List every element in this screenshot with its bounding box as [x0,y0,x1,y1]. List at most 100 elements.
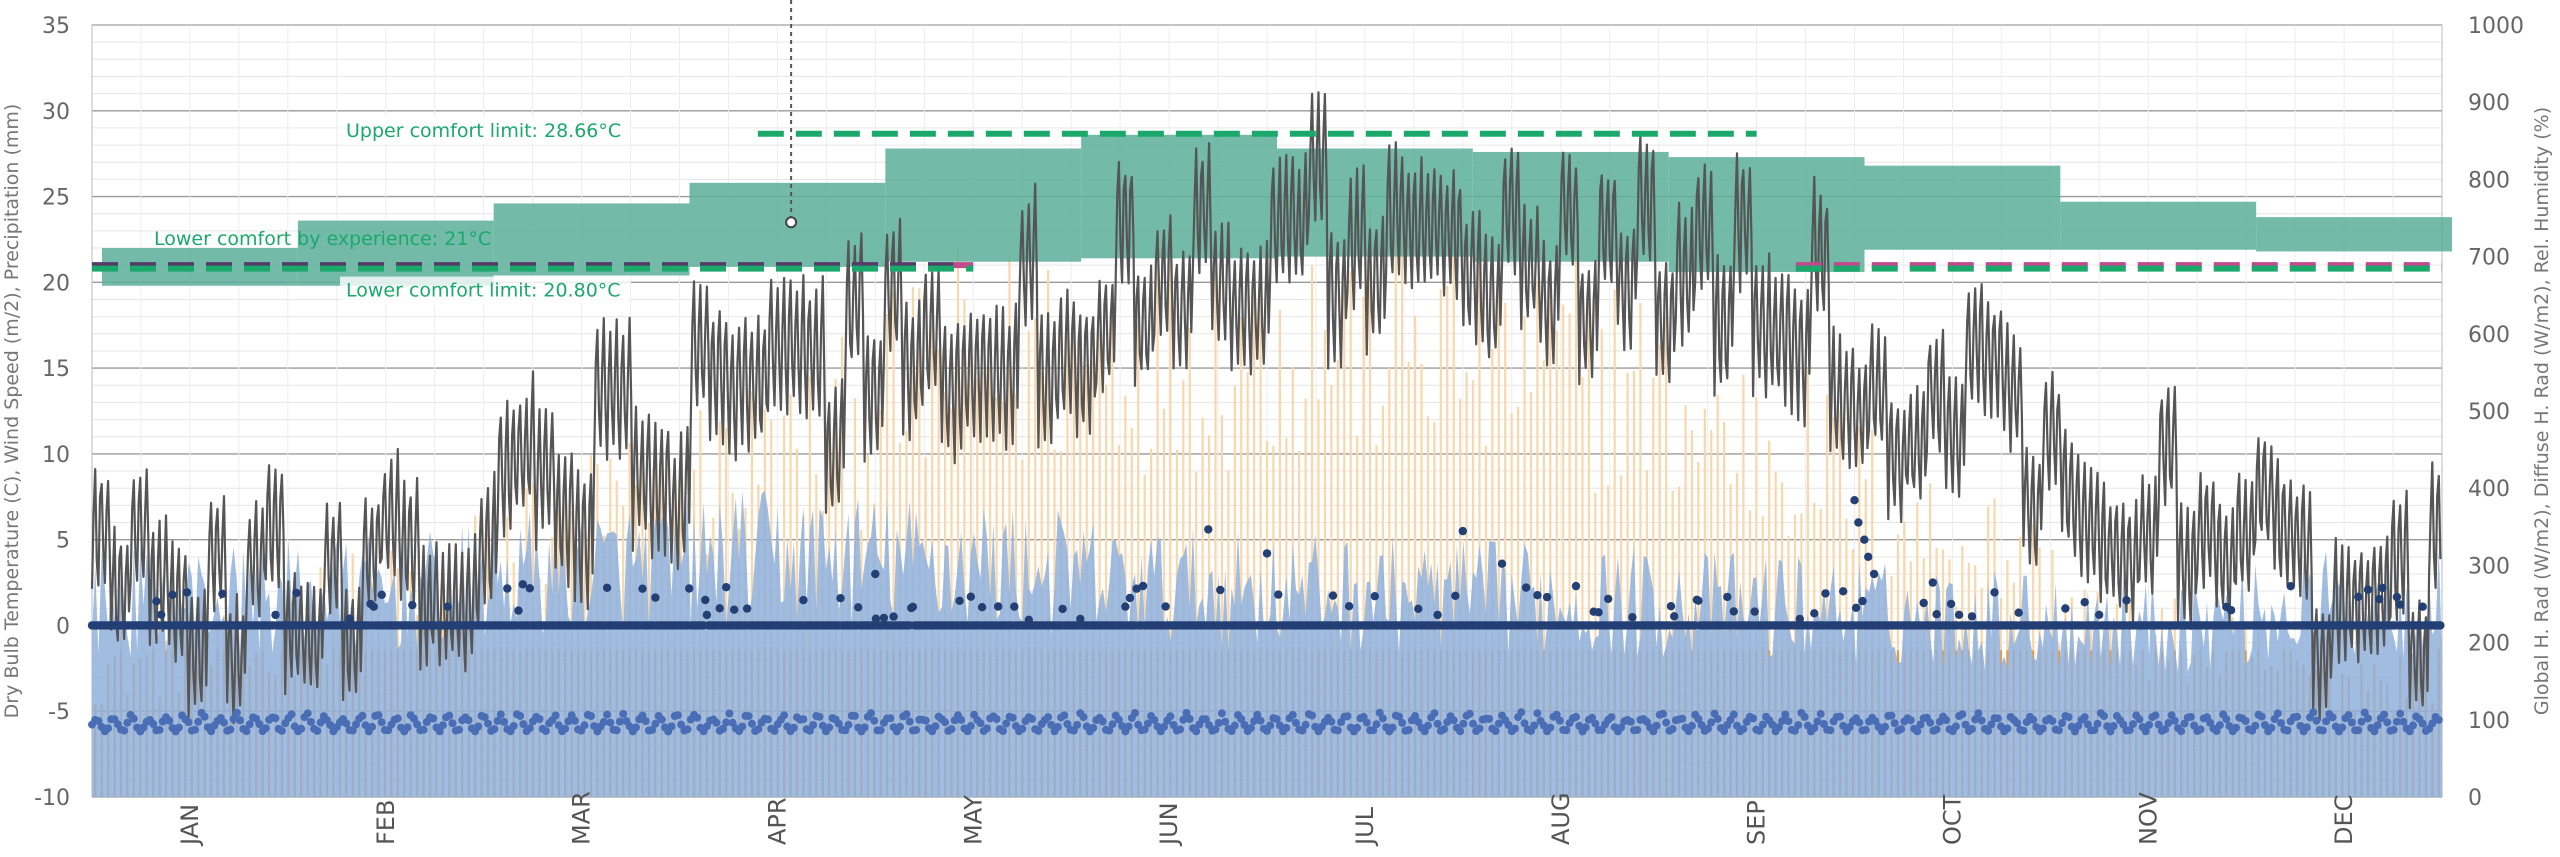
month-label: JUL [1351,806,1379,847]
humidity-point [570,716,579,725]
humidity-point [2090,726,2099,735]
precipitation-point [292,588,301,598]
humidity-point [2029,715,2038,724]
humidity-point [1282,723,1291,732]
precipitation-point [1854,518,1863,527]
humidity-point [2370,727,2379,736]
precipitation-point [182,588,192,597]
precipitation-point [1344,602,1354,611]
humidity-point [2093,719,2102,728]
humidity-point [2054,726,2063,735]
humidity-point [603,710,612,719]
precipitation-point [1458,526,1468,536]
humidity-point [2154,720,2163,729]
humidity-point [1778,717,1787,726]
humidity-point [194,717,203,726]
humidity-point [999,727,1007,735]
humidity-point [1704,724,1712,733]
humidity-point [2251,721,2260,730]
humidity-point [722,718,731,727]
precipitation-point [1274,590,1283,599]
left-tick-label: 5 [56,529,70,554]
humidity-point [1266,721,1275,730]
precipitation-point [871,569,880,579]
humidity-point [941,718,950,727]
humidity-point [789,723,798,732]
precipitation-point [1860,535,1869,544]
precipitation-point [1858,596,1867,606]
humidity-point [982,724,991,733]
precipitation-point [157,610,166,619]
humidity-point [1707,718,1716,727]
left-tick-label: -5 [48,700,70,725]
humidity-point [1961,720,1970,729]
humidity-point [516,711,525,720]
humidity-point [1662,718,1671,727]
humidity-point [1124,722,1133,731]
humidity-point [1720,727,1729,735]
humidity-point [976,719,985,728]
humidity-point [316,718,325,727]
humidity-point [1517,708,1526,717]
right-tick-label: 1000 [2468,14,2524,39]
humidity-point [1034,726,1043,735]
humidity-point [242,727,251,736]
humidity-point [1951,722,1960,731]
humidity-point [1131,709,1139,717]
humidity-point [123,718,132,727]
humidity-point [564,717,573,726]
humidity-point [358,711,367,720]
precipitation-point [1161,602,1170,611]
humidity-point [747,719,756,728]
precipitation-point [1928,578,1938,587]
precipitation-point [1076,614,1085,624]
comfort-band-month [2060,201,2257,250]
humidity-point [1813,717,1822,726]
humidity-point [1739,725,1748,733]
humidity-point [1411,712,1420,720]
humidity-point [1906,716,1915,725]
humidity-point [1362,718,1371,727]
humidity-point [1968,725,1976,733]
humidity-point [2141,727,2150,736]
humidity-point [1855,718,1864,727]
humidity-point [1327,717,1336,726]
humidity-point [1626,717,1635,726]
humidity-point [561,724,570,733]
humidity-point [641,717,650,726]
humidity-point [1749,714,1758,723]
humidity-point [2100,712,2108,720]
humidity-point [236,716,245,725]
humidity-point [738,722,747,731]
humidity-point [1504,720,1513,729]
precipitation-point [1414,604,1423,613]
humidity-point [484,719,492,728]
precipitation-point [408,600,417,610]
humidity-point [2257,712,2266,721]
humidity-point [496,710,505,719]
humidity-point [1237,715,1246,723]
humidity-point [2273,709,2282,718]
month-label: JAN [176,804,204,847]
precipitation-point [218,589,227,598]
precipitation-point [1821,589,1830,598]
humidity-point [1552,710,1561,719]
humidity-point [1861,725,1870,734]
humidity-point [1369,726,1378,735]
month-label: OCT [1938,794,1966,845]
humidity-point [1449,716,1458,725]
humidity-point [1459,719,1468,728]
humidity-point [677,720,686,729]
humidity-point [2058,719,2067,727]
precipitation-point [1750,607,1759,616]
humidity-point [2399,717,2408,726]
humidity-point [1794,721,1803,730]
precipitation-point [2354,592,2363,601]
humidity-point [1958,710,1967,719]
humidity-point [438,721,447,730]
humidity-point [1060,711,1069,720]
humidity-point [1044,713,1053,722]
humidity-point [2309,708,2318,717]
axes-layer: -10 -5 0 5 10 15 20 25 30 35 0 100 200 300 400 500 600 70… [1,14,2553,847]
